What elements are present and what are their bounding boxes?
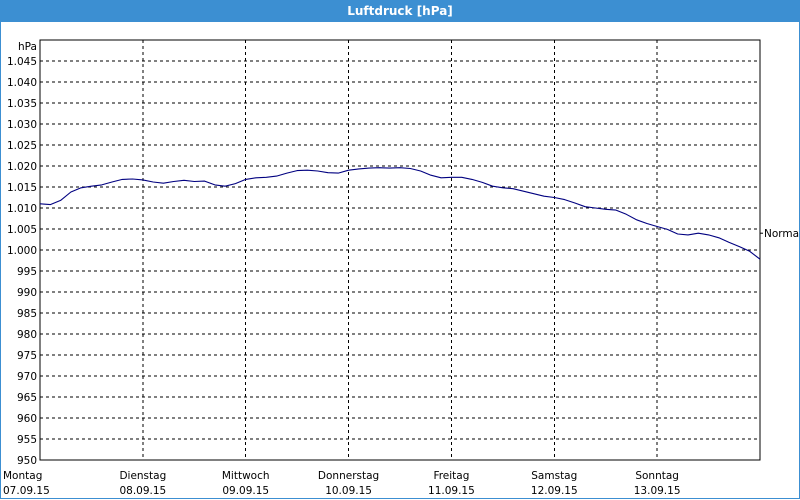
y-tick-label: 1.025 [7,140,37,152]
x-tick-date: 12.09.15 [531,485,578,497]
y-tick-label: 965 [17,392,37,404]
x-tick-date: 09.09.15 [222,485,269,497]
y-tick-label: 950 [17,455,37,467]
x-tick-day: Sonntag [635,470,679,482]
y-tick-label: 1.020 [7,161,37,173]
y-tick-label: 970 [17,371,37,383]
y-tick-label: 1.005 [7,224,37,236]
pressure-series-line [39,167,761,260]
y-tick-label: 990 [17,287,37,299]
y-tick-label: 995 [17,266,37,278]
y-axis-label: hPa [18,41,37,53]
x-tick-day: Mittwoch [222,470,270,482]
y-tick-label: 960 [17,413,37,425]
x-tick-date: 07.09.15 [3,485,50,497]
x-tick-day: Montag [3,470,42,482]
y-tick-label: 955 [17,434,37,446]
y-tick-label: 985 [17,308,37,320]
x-tick-day: Dienstag [119,470,166,482]
plot-frame [39,39,761,461]
y-tick-label: 1.000 [7,245,37,257]
y-tick-label: 1.040 [7,77,37,89]
x-tick-day: Donnerstag [318,470,379,482]
x-tick-day: Freitag [433,470,469,482]
chart-title: Luftdruck [hPa] [0,0,800,22]
y-tick-label: 1.035 [7,98,37,110]
y-tick-label: 1.015 [7,182,37,194]
y-tick-label: 1.045 [7,56,37,68]
x-tick-date: 10.09.15 [325,485,372,497]
y-tick-label: 975 [17,350,37,362]
y-tick-label: 980 [17,329,37,341]
x-tick-day: Samstag [531,470,577,482]
x-tick-date: 13.09.15 [634,485,681,497]
x-tick-date: 08.09.15 [119,485,166,497]
normal-label: Normal [764,228,800,240]
y-tick-label: 1.010 [7,203,37,215]
x-tick-date: 11.09.15 [428,485,475,497]
y-tick-label: 1.030 [7,119,37,131]
